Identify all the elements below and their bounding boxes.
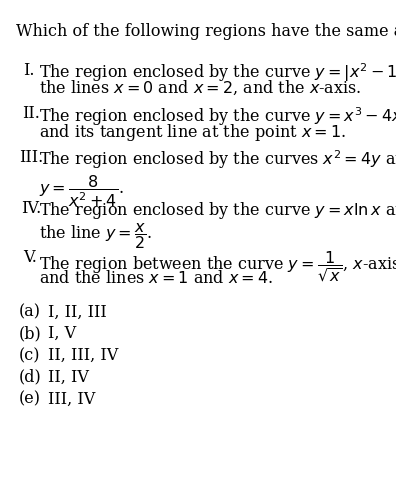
Text: II, III, IV: II, III, IV bbox=[48, 347, 119, 364]
Text: II.: II. bbox=[22, 105, 40, 122]
Text: (c): (c) bbox=[18, 347, 40, 364]
Text: I, V: I, V bbox=[48, 325, 76, 342]
Text: III.: III. bbox=[19, 149, 44, 166]
Text: Which of the following regions have the same area?: Which of the following regions have the … bbox=[16, 23, 396, 40]
Text: The region enclosed by the curve $y=x^3-4x^2+6x$: The region enclosed by the curve $y=x^3-… bbox=[39, 105, 396, 128]
Text: II, IV: II, IV bbox=[48, 369, 89, 385]
Text: (e): (e) bbox=[18, 390, 40, 407]
Text: the lines $x = 0$ and $x = 2$, and the $x$-axis.: the lines $x = 0$ and $x = 2$, and the $… bbox=[39, 79, 361, 97]
Text: (b): (b) bbox=[18, 325, 41, 342]
Text: $y = \dfrac{8}{x^2+4}$.: $y = \dfrac{8}{x^2+4}$. bbox=[39, 173, 124, 208]
Text: III, IV: III, IV bbox=[48, 390, 95, 407]
Text: I, II, III: I, II, III bbox=[48, 303, 107, 320]
Text: The region enclosed by the curve $y = |x^2 - 1|,$: The region enclosed by the curve $y = |x… bbox=[39, 62, 396, 85]
Text: IV.: IV. bbox=[21, 200, 41, 216]
Text: (a): (a) bbox=[18, 303, 40, 320]
Text: The region enclosed by the curves $x^2 = 4y$ and: The region enclosed by the curves $x^2 =… bbox=[39, 149, 396, 172]
Text: The region between the curve $y = \dfrac{1}{\sqrt{x}}$, $x$-axis,: The region between the curve $y = \dfrac… bbox=[39, 249, 396, 284]
Text: the line $y = \dfrac{x}{2}$.: the line $y = \dfrac{x}{2}$. bbox=[39, 221, 152, 251]
Text: and the lines $x = 1$ and $x = 4$.: and the lines $x = 1$ and $x = 4$. bbox=[39, 270, 273, 287]
Text: (d): (d) bbox=[18, 369, 41, 385]
Text: I.: I. bbox=[23, 62, 34, 79]
Text: V.: V. bbox=[23, 249, 37, 266]
Text: The region enclosed by the curve $y = x\ln x$ and: The region enclosed by the curve $y = x\… bbox=[39, 200, 396, 221]
Text: and its tangent line at the point $x = 1$.: and its tangent line at the point $x = 1… bbox=[39, 122, 346, 143]
